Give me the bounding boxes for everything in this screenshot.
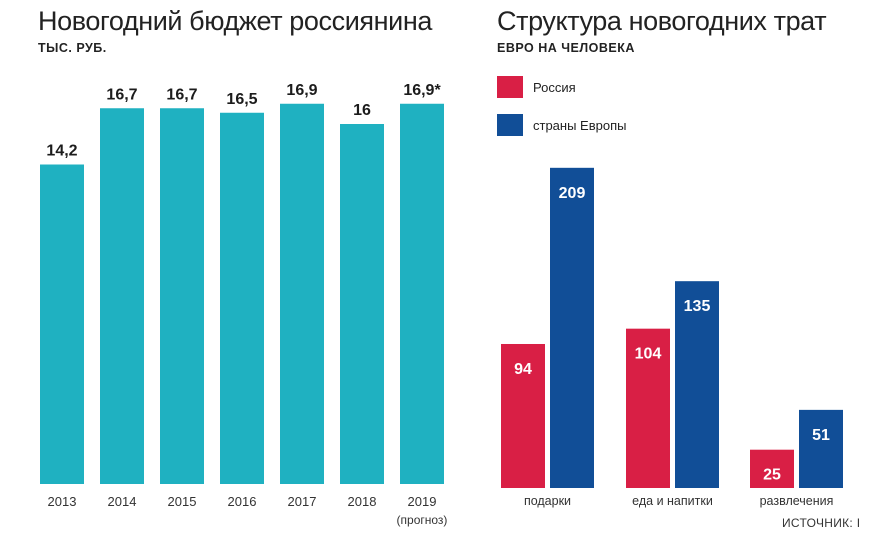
budget-chart-subtitle: ТЫС. РУБ. — [38, 41, 107, 55]
spending-value-label-europe-1: 135 — [684, 298, 711, 315]
budget-year-label-2015: 2015 — [168, 494, 197, 509]
spending-bar-russia-2 — [750, 449, 794, 488]
spending-value-label-europe-2: 51 — [812, 427, 830, 444]
budget-year-label-2013: 2013 — [48, 494, 77, 509]
legend-swatch-europe — [497, 114, 523, 136]
spending-bar-europe-0 — [550, 167, 594, 488]
budget-year-note-2019: (прогноз) — [397, 513, 448, 527]
budget-year-label-2017: 2017 — [288, 494, 317, 509]
budget-bar-2016 — [220, 112, 264, 484]
budget-value-label-2019: 16,9* — [403, 82, 441, 99]
spending-category-label-2: развлечения — [760, 494, 834, 508]
spending-value-label-russia-2: 25 — [763, 467, 781, 484]
budget-value-label-2014: 16,7 — [106, 86, 137, 103]
legend-swatch-russia — [497, 76, 523, 98]
spending-category-label-1: еда и напитки — [632, 494, 713, 508]
budget-value-label-2017: 16,9 — [286, 82, 317, 99]
budget-bar-2018 — [340, 124, 384, 484]
spending-bar-russia-0 — [501, 343, 545, 488]
spending-chart-subtitle: ЕВРО НА ЧЕЛОВЕКА — [497, 41, 635, 55]
budget-value-label-2013: 14,2 — [46, 143, 77, 160]
spending-bar-europe-1 — [675, 281, 719, 488]
source-note: ИСТОЧНИК: I — [782, 516, 861, 530]
budget-year-label-2014: 2014 — [108, 494, 137, 509]
budget-value-label-2015: 16,7 — [166, 86, 197, 103]
budget-value-label-2016: 16,5 — [226, 91, 257, 108]
budget-value-label-2018: 16 — [353, 102, 371, 119]
budget-bar-2019 — [400, 103, 444, 484]
spending-value-label-europe-0: 209 — [559, 185, 586, 202]
budget-year-label-2018: 2018 — [348, 494, 377, 509]
legend-item-europe: страны Европы — [497, 114, 626, 136]
legend-item-russia: Россия — [497, 76, 576, 98]
budget-bar-2014 — [100, 108, 144, 484]
spending-value-label-russia-0: 94 — [514, 361, 532, 378]
budget-year-label-2019: 2019 — [408, 494, 437, 509]
budget-bar-2013 — [40, 164, 84, 484]
legend-label-russia: Россия — [533, 79, 576, 95]
spending-chart-title: Структура новогодних трат — [497, 6, 827, 36]
budget-chart-title: Новогодний бюджет россиянина — [38, 6, 432, 36]
legend-label-europe: страны Европы — [533, 117, 627, 133]
spending-bar-europe-2 — [799, 409, 843, 488]
budget-year-label-2016: 2016 — [228, 494, 257, 509]
spending-category-label-0: подарки — [524, 494, 571, 508]
spending-value-label-russia-1: 104 — [635, 346, 662, 363]
spending-bar-russia-1 — [626, 328, 670, 488]
budget-bar-2017 — [280, 103, 324, 484]
budget-bar-2015 — [160, 108, 204, 484]
